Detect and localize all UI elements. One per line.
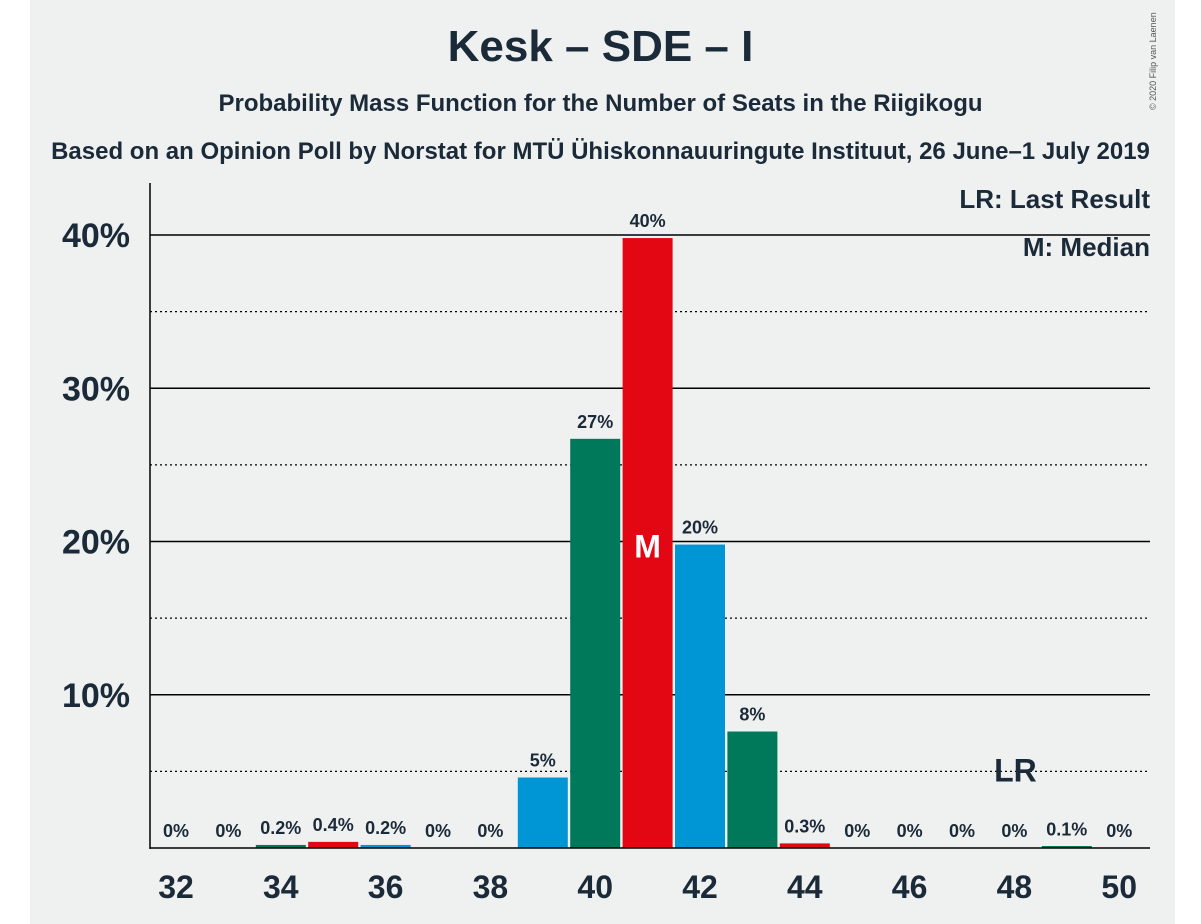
- x-tick-label: 38: [473, 869, 509, 905]
- data-label-49: 0.1%: [1046, 819, 1087, 839]
- chart-subtitle: Probability Mass Function for the Number…: [218, 90, 983, 117]
- data-label-32: 0%: [163, 821, 189, 841]
- x-tick-label: 50: [1101, 869, 1137, 905]
- data-label-46: 0%: [897, 821, 923, 841]
- data-label-35: 0.4%: [313, 815, 354, 835]
- data-label-47: 0%: [949, 821, 975, 841]
- bar-seats-43: [727, 731, 778, 848]
- y-tick-label: 30%: [62, 370, 130, 408]
- bar-seats-36: [360, 844, 411, 848]
- x-tick-label: 42: [682, 869, 718, 905]
- bar-seats-49: [1041, 846, 1092, 848]
- x-tick-label: 48: [997, 869, 1033, 905]
- x-tick-label: 46: [892, 869, 928, 905]
- legend-last-result: LR: Last Result: [959, 184, 1150, 214]
- bar-seats-41: [622, 238, 673, 848]
- y-tick-label: 20%: [62, 524, 130, 562]
- bar-seats-44: [779, 843, 830, 848]
- bar-seats-40: [570, 438, 621, 848]
- bar-seats-42: [675, 544, 725, 848]
- last-result-marker: LR: [994, 752, 1037, 788]
- x-tick-label: 44: [787, 869, 823, 905]
- data-label-48: 0%: [1001, 821, 1027, 841]
- data-label-38: 0%: [477, 821, 503, 841]
- bar-seats-35: [308, 841, 359, 848]
- data-label-50: 0%: [1106, 821, 1132, 841]
- data-label-43: 8%: [739, 705, 765, 725]
- median-marker: M: [634, 529, 661, 565]
- chart-title: Kesk – SDE – I: [447, 22, 754, 71]
- x-tick-label: 34: [263, 869, 299, 905]
- bar-seats-39: [517, 777, 568, 848]
- bar-seats-34: [255, 844, 306, 848]
- data-label-45: 0%: [844, 821, 870, 841]
- x-tick-label: 36: [368, 869, 404, 905]
- y-tick-label: 10%: [62, 677, 130, 715]
- data-label-33: 0%: [215, 821, 241, 841]
- data-label-39: 5%: [530, 751, 556, 771]
- data-label-42: 20%: [682, 518, 718, 538]
- data-label-41: 40%: [630, 211, 666, 231]
- x-tick-label: 40: [577, 869, 613, 905]
- x-tick-label: 32: [158, 869, 194, 905]
- chart-source-line: Based on an Opinion Poll by Norstat for …: [51, 138, 1150, 165]
- legend-median: M: Median: [1022, 232, 1150, 262]
- data-label-40: 27%: [577, 412, 613, 432]
- data-label-44: 0.3%: [784, 816, 825, 836]
- data-label-34: 0.2%: [260, 818, 301, 838]
- y-tick-label: 40%: [62, 217, 130, 255]
- data-label-36: 0.2%: [365, 818, 406, 838]
- data-label-37: 0%: [425, 821, 451, 841]
